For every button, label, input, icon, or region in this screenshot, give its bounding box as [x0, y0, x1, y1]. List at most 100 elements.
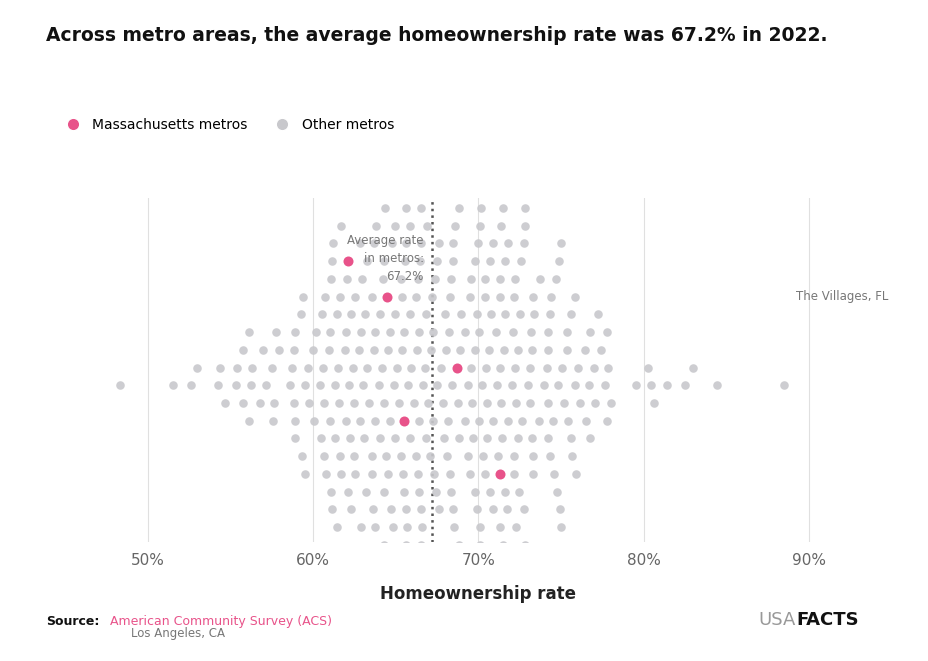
Point — [359, 256, 374, 266]
Point — [396, 327, 411, 337]
Point — [454, 309, 469, 320]
Point — [522, 398, 537, 408]
Point — [297, 380, 312, 391]
Point — [449, 362, 464, 373]
Point — [443, 274, 458, 284]
Text: FACTS: FACTS — [795, 611, 857, 629]
Point — [518, 557, 533, 568]
Point — [507, 362, 522, 373]
Point — [497, 309, 512, 320]
Point — [362, 398, 377, 408]
Point — [646, 398, 661, 408]
Point — [393, 274, 408, 284]
Point — [709, 380, 724, 391]
Point — [411, 486, 426, 497]
Point — [517, 539, 532, 550]
Point — [415, 593, 430, 603]
Point — [470, 504, 484, 515]
Point — [241, 327, 256, 337]
Point — [511, 309, 526, 320]
Point — [472, 203, 487, 214]
Point — [508, 522, 522, 532]
Point — [504, 380, 519, 391]
Point — [487, 327, 502, 337]
Point — [419, 398, 434, 408]
Point — [517, 203, 532, 214]
Point — [392, 398, 406, 408]
Point — [577, 344, 592, 355]
Point — [468, 256, 483, 266]
Point — [548, 274, 562, 284]
Point — [539, 398, 554, 408]
Point — [264, 362, 279, 373]
Point — [399, 167, 414, 178]
Point — [352, 344, 367, 355]
X-axis label: Homeownership rate: Homeownership rate — [380, 585, 575, 603]
Point — [389, 362, 404, 373]
Point — [471, 220, 486, 231]
Point — [400, 380, 415, 391]
Point — [472, 539, 487, 550]
Point — [431, 238, 445, 249]
Point — [492, 469, 507, 479]
Point — [560, 327, 574, 337]
Point — [357, 309, 372, 320]
Point — [480, 593, 495, 603]
Point — [412, 256, 427, 266]
Point — [407, 451, 422, 461]
Point — [338, 415, 353, 426]
Point — [531, 415, 546, 426]
Point — [244, 362, 259, 373]
Point — [567, 380, 582, 391]
Point — [495, 539, 509, 550]
Point — [324, 486, 339, 497]
Point — [482, 486, 496, 497]
Point — [478, 362, 493, 373]
Point — [403, 362, 418, 373]
Point — [356, 433, 371, 444]
Point — [398, 504, 413, 515]
Point — [367, 327, 382, 337]
Point — [525, 469, 540, 479]
Point — [372, 309, 387, 320]
Point — [386, 380, 401, 391]
Point — [406, 628, 421, 639]
Point — [375, 274, 390, 284]
Point — [474, 380, 489, 391]
Point — [776, 380, 791, 391]
Point — [377, 203, 392, 214]
Point — [493, 398, 508, 408]
Point — [550, 380, 565, 391]
Point — [542, 451, 557, 461]
Point — [546, 415, 561, 426]
Point — [385, 522, 400, 532]
Point — [603, 398, 618, 408]
Point — [570, 362, 585, 373]
Point — [396, 486, 411, 497]
Point — [387, 309, 402, 320]
Point — [251, 398, 266, 408]
Point — [387, 220, 402, 231]
Point — [312, 380, 327, 391]
Point — [419, 220, 434, 231]
Point — [393, 451, 408, 461]
Point — [365, 504, 380, 515]
Point — [586, 362, 600, 373]
Point — [298, 469, 313, 479]
Point — [321, 344, 336, 355]
Point — [599, 415, 613, 426]
Point — [340, 256, 354, 266]
Point — [402, 433, 417, 444]
Point — [342, 433, 356, 444]
Point — [419, 309, 433, 320]
Point — [482, 256, 496, 266]
Point — [500, 238, 515, 249]
Point — [398, 539, 413, 550]
Point — [514, 415, 529, 426]
Point — [554, 362, 569, 373]
Point — [329, 522, 344, 532]
Point — [395, 469, 410, 479]
Point — [353, 327, 367, 337]
Point — [367, 415, 381, 426]
Point — [314, 309, 329, 320]
